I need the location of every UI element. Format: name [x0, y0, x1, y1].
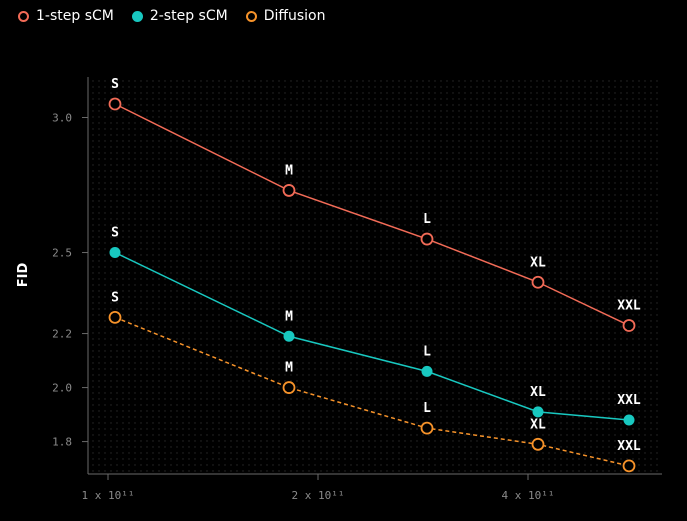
- point-label: S: [111, 77, 119, 92]
- y-tick-label: 2.2: [52, 328, 72, 341]
- y-tick-label: 2.5: [52, 247, 72, 260]
- point-label: XXL: [617, 298, 641, 313]
- x-tick-label: 2 x 10¹¹: [292, 489, 345, 502]
- hollow-circle-icon: [18, 10, 29, 22]
- plot-area: [88, 77, 662, 474]
- data-point: [420, 232, 434, 246]
- chart-marks: 3.0 2.5 2.2 2.0 1.8 1 x 10¹¹ 2 x 10¹¹ 4 x 10¹¹ S…: [52, 77, 641, 502]
- data-point: [282, 381, 296, 394]
- point-label: S: [111, 290, 119, 305]
- point-label: S: [111, 226, 119, 241]
- legend-item-diffusion[interactable]: Diffusion: [245, 8, 326, 24]
- point-label: L: [423, 401, 431, 416]
- data-point: [109, 247, 121, 259]
- data-point: [532, 406, 544, 418]
- data-point: [108, 310, 122, 324]
- point-label: L: [423, 344, 431, 359]
- point-label: XL: [530, 385, 546, 400]
- y-tick-label: 3.0: [52, 112, 72, 125]
- data-point: [282, 184, 296, 197]
- data-point: [622, 459, 636, 473]
- point-label: L: [423, 212, 431, 227]
- legend-item-1-step-scm[interactable]: 1-step sCM: [18, 8, 114, 24]
- legend-item-2-step-scm[interactable]: 2-step sCM: [131, 8, 228, 24]
- point-label: M: [285, 163, 293, 178]
- point-label: XXL: [617, 393, 641, 408]
- data-point: [623, 414, 635, 426]
- y-tick-label: 1.8: [52, 436, 72, 449]
- data-point: [622, 319, 636, 332]
- y-tick-label: 2.0: [52, 382, 72, 395]
- legend-label: 2-step sCM: [149, 8, 228, 24]
- x-tick-label: 4 x 10¹¹: [502, 489, 555, 502]
- x-tick-label: 1 x 10¹¹: [82, 489, 135, 502]
- point-label: XL: [530, 255, 546, 270]
- filled-circle-icon: [131, 10, 143, 22]
- data-point: [531, 275, 545, 289]
- data-point: [421, 365, 433, 377]
- point-label: XXL: [617, 439, 641, 454]
- legend: 1-step sCM 2-step sCM Diffusion: [18, 8, 326, 24]
- legend-label: 1-step sCM: [36, 8, 114, 24]
- data-point: [420, 421, 434, 435]
- point-label: XL: [530, 417, 546, 432]
- data-point: [108, 97, 122, 111]
- data-point: [531, 437, 545, 451]
- point-label: M: [285, 309, 293, 324]
- legend-label: Diffusion: [263, 8, 326, 24]
- point-label: M: [285, 361, 293, 376]
- data-point: [283, 330, 295, 342]
- hollow-circle-icon: [245, 10, 257, 22]
- y-axis-label: FID: [16, 263, 31, 288]
